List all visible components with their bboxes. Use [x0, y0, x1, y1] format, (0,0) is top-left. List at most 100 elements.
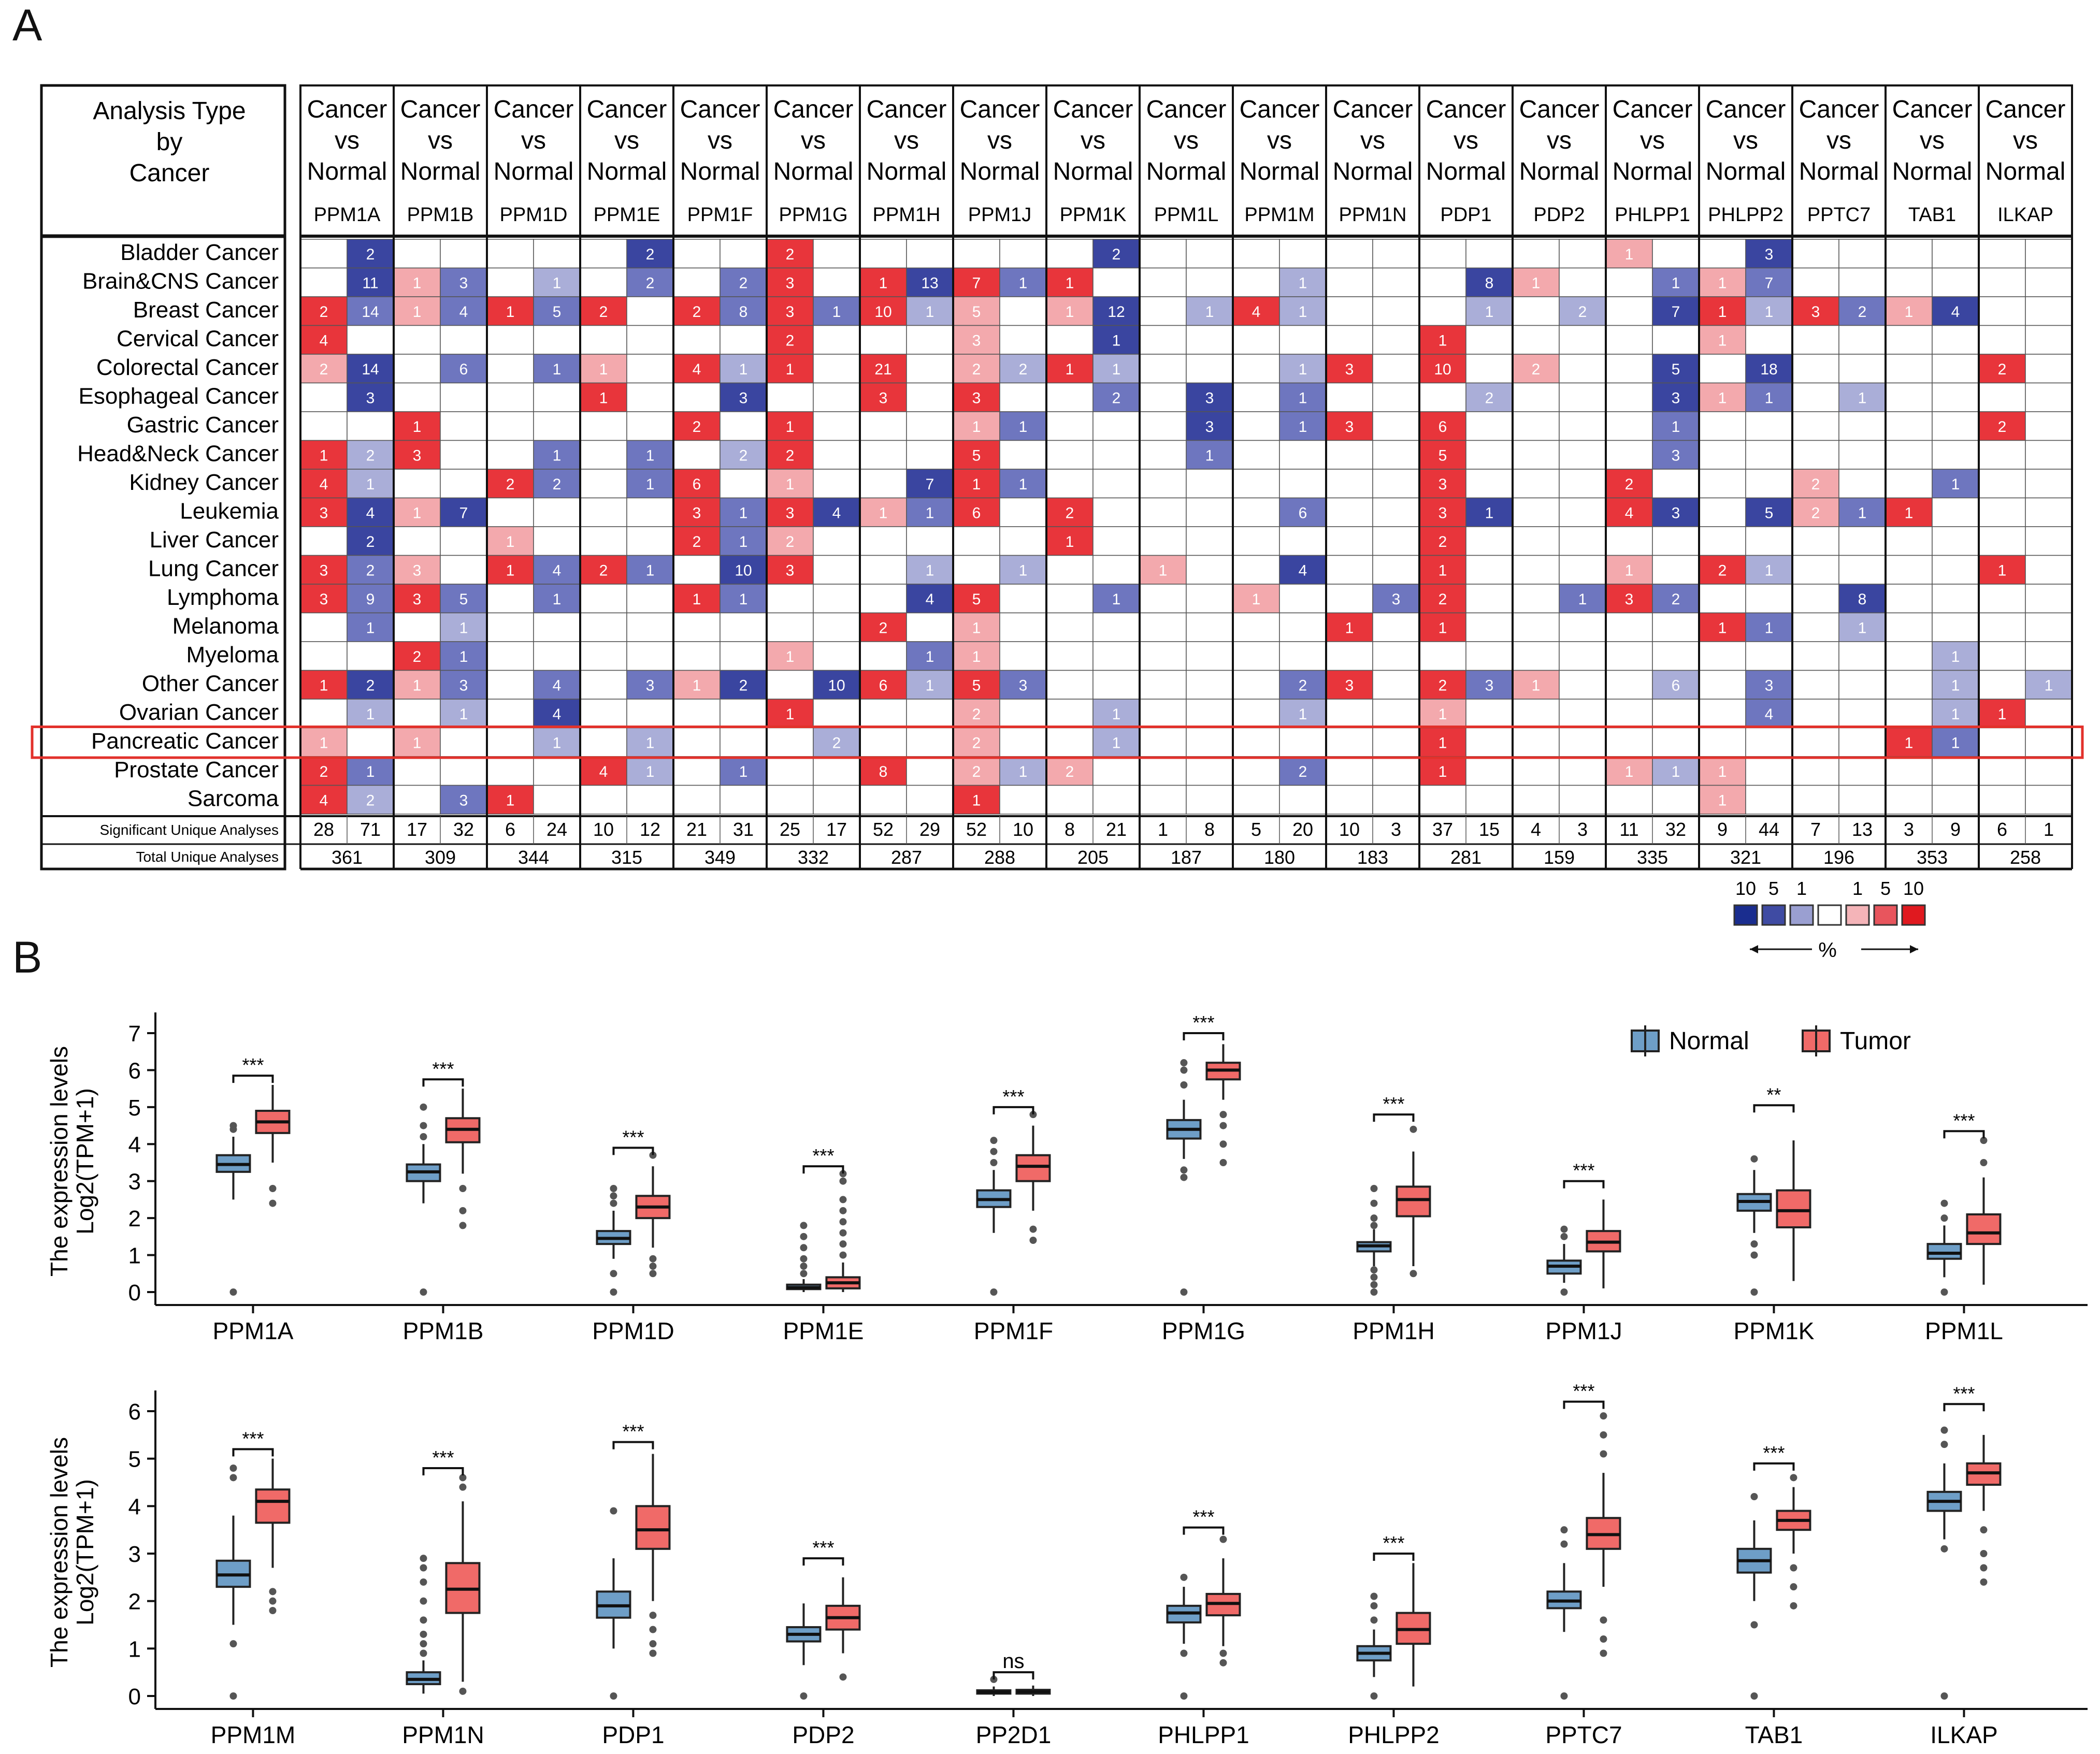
heatmap-cell [440, 497, 487, 527]
heatmap-cell-value: 4 [832, 504, 841, 521]
outlier-point [1180, 1288, 1188, 1296]
outlier-point [1560, 1225, 1568, 1233]
x-tick-label: PPTC7 [1545, 1721, 1622, 1748]
outlier-point [269, 1607, 277, 1614]
significance-label: *** [1573, 1160, 1594, 1181]
outlier-point [1370, 1185, 1378, 1192]
heatmap-cell [580, 354, 627, 384]
significance-label: *** [242, 1054, 264, 1076]
gene-header-line: Cancer [1519, 96, 1600, 123]
outlier-point [1219, 1659, 1227, 1666]
outlier-point [420, 1103, 427, 1111]
outlier-point [1370, 1692, 1378, 1700]
heatmap-cell-value: 1 [413, 303, 422, 321]
outlier-point [459, 1185, 467, 1192]
outlier-point [1370, 1214, 1378, 1222]
y-tick-label: 5 [128, 1095, 141, 1121]
gene-name: PHLPP1 [1615, 204, 1690, 226]
heatmap-cell [1838, 267, 1886, 297]
heatmap-cell [953, 440, 1000, 470]
heatmap-cell [1372, 267, 1420, 297]
gene-header-line: Cancer [1333, 96, 1413, 123]
heatmap-cell [720, 267, 767, 297]
outlier-point [420, 1597, 427, 1605]
outlier-point [1180, 1081, 1188, 1089]
gene-header-line: Normal [494, 158, 574, 185]
gene-header-line: Cancer [1240, 96, 1320, 123]
significance-label: ** [1766, 1084, 1781, 1105]
outlier-point [229, 1692, 237, 1700]
heatmap-cell-value: 4 [459, 303, 468, 321]
heatmap-cell [1512, 325, 1560, 355]
gene-header-line: vs [1640, 127, 1665, 154]
outlier-point [839, 1196, 847, 1204]
x-tick-label: PPM1M [211, 1721, 296, 1748]
significance-bracket [993, 1671, 1034, 1680]
outlier-point [420, 1564, 427, 1572]
heatmap-cell-value: 1 [599, 361, 608, 378]
gene-header-line: Cancer [1426, 96, 1506, 123]
outlier-point [1600, 1635, 1607, 1643]
outlier-point [459, 1687, 467, 1695]
outlier-point [1219, 1535, 1227, 1543]
x-tick-label: PPM1J [1545, 1317, 1622, 1344]
outlier-point [839, 1229, 847, 1237]
heatmap-cell [813, 239, 860, 269]
significance-bracket [1563, 1180, 1605, 1188]
heatmap-cell [347, 497, 394, 527]
outlier-point [1940, 1288, 1948, 1296]
outlier-point [1370, 1222, 1378, 1229]
heatmap-cell [1512, 239, 1560, 269]
gene-header-line: Cancer [1986, 96, 2066, 123]
heatmap-cell-value: 2 [786, 246, 795, 263]
gene-name: PDP2 [1533, 204, 1585, 226]
gene-header-line: vs [1454, 127, 1478, 154]
heatmap-cell-value: 1 [1299, 303, 1307, 321]
heatmap-cell-value: 2 [599, 303, 608, 321]
heatmap-cell [1885, 239, 1933, 269]
significance-label: *** [812, 1145, 834, 1166]
heatmap-cell-value: 1 [1299, 389, 1307, 407]
heatmap-cell [1745, 440, 1793, 470]
x-tick-label: PPM1A [212, 1317, 293, 1344]
heatmap-cell [486, 497, 534, 527]
significance-label: *** [1573, 1381, 1594, 1402]
heatmap-cell [347, 354, 394, 384]
cancer-label: Esophageal Cancer [79, 383, 279, 409]
heatmap-cell [440, 239, 487, 269]
significance-label: *** [1383, 1093, 1404, 1114]
outlier-point [1600, 1649, 1607, 1657]
heatmap-cell [1559, 267, 1606, 297]
heatmap-cell [1046, 325, 1094, 355]
gene-header-line: Normal [960, 158, 1040, 185]
gene-name: PPM1H [873, 204, 941, 226]
heatmap-cell-value: 5 [1672, 361, 1680, 378]
heatmap-cell-value: 1 [1112, 332, 1121, 349]
heatmap-cell [1092, 267, 1140, 297]
outlier-point [420, 1578, 427, 1586]
outlier-point [459, 1483, 467, 1491]
heatmap-cell [1326, 354, 1373, 384]
heatmap-cell [533, 325, 581, 355]
outlier-point [990, 1159, 998, 1166]
heatmap-cell [1932, 354, 1979, 384]
heatmap-cell [393, 440, 441, 470]
heatmap-cell-value: 3 [1205, 389, 1214, 407]
significance-bracket [422, 1078, 464, 1087]
x-tick-label: PDP2 [792, 1721, 854, 1748]
heatmap-cell [1046, 354, 1094, 384]
heatmap-cell-value: 3 [1765, 246, 1774, 263]
heatmap-cell [1465, 469, 1513, 499]
heatmap-cell [1139, 296, 1187, 326]
heatmap-cell [440, 354, 487, 384]
heatmap-cell-value: 3 [972, 332, 981, 349]
heatmap-cell-value: 6 [459, 361, 468, 378]
heatmap-cell [1279, 296, 1327, 326]
outlier-point [1370, 1281, 1378, 1288]
heatmap-cell-value: 1 [1299, 361, 1307, 378]
heatmap-cell [1792, 382, 1839, 412]
outlier-point [269, 1588, 277, 1596]
heatmap-cell [1745, 325, 1793, 355]
gene-header-line: vs [1733, 127, 1758, 154]
heatmap-cell [300, 354, 348, 384]
